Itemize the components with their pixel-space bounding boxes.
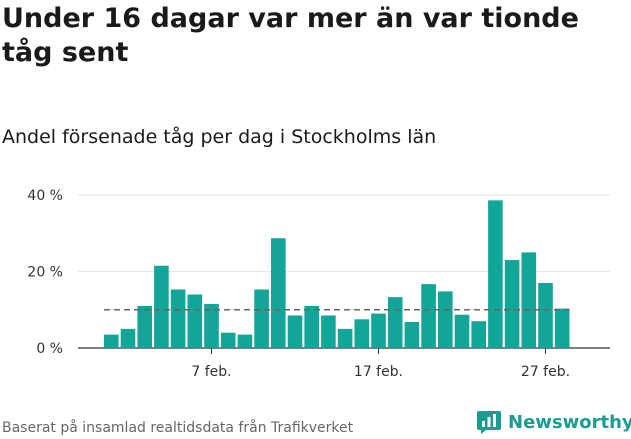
bar [137, 305, 152, 348]
bar [504, 260, 520, 348]
source-footnote: Baserat på insamlad realtidsdata från Tr… [2, 420, 354, 436]
bar [254, 289, 269, 348]
bar [387, 297, 403, 348]
bar [471, 321, 486, 348]
bar-chart: 0 % 20 % 40 % 7 feb. 17 feb. 27 feb. [27, 188, 610, 380]
bar [421, 284, 436, 348]
bar [154, 265, 169, 348]
chart-subtitle: Andel försenade tåg per dag i Stockholms… [2, 126, 437, 148]
bar [120, 328, 136, 348]
bar [237, 334, 253, 348]
y-tick-label: 20 % [27, 265, 63, 281]
bar [521, 252, 537, 348]
x-tick-label: 27 feb. [521, 364, 570, 380]
y-tick-label: 0 % [36, 341, 63, 357]
x-tick-label: 7 feb. [191, 364, 231, 380]
bar [187, 294, 203, 348]
bar [337, 328, 353, 348]
bar [104, 334, 119, 348]
bar [304, 305, 319, 348]
bar [220, 332, 236, 348]
bar [287, 315, 303, 348]
bar [554, 308, 570, 348]
bar [204, 304, 219, 348]
bar [371, 313, 386, 348]
bar [271, 238, 286, 348]
bar [404, 321, 420, 348]
y-axis-ticks: 0 % 20 % 40 % [27, 188, 63, 357]
logo-text: Newsworthy [508, 411, 631, 433]
bar [354, 319, 370, 348]
x-axis-ticks: 7 feb. 17 feb. 27 feb. [191, 348, 570, 380]
bar [170, 289, 186, 348]
bar [538, 282, 553, 348]
y-tick-label: 40 % [27, 188, 63, 204]
x-tick-label: 17 feb. [354, 364, 403, 380]
bars [104, 200, 570, 348]
bar [321, 315, 336, 348]
chart-title: Under 16 dagar var mer än var tionde tåg… [2, 3, 579, 68]
bar [488, 200, 503, 348]
newsworthy-logo[interactable]: Newsworthy [476, 409, 631, 435]
newsworthy-logo-icon [477, 411, 501, 434]
bar [454, 314, 470, 348]
bar [438, 291, 453, 348]
